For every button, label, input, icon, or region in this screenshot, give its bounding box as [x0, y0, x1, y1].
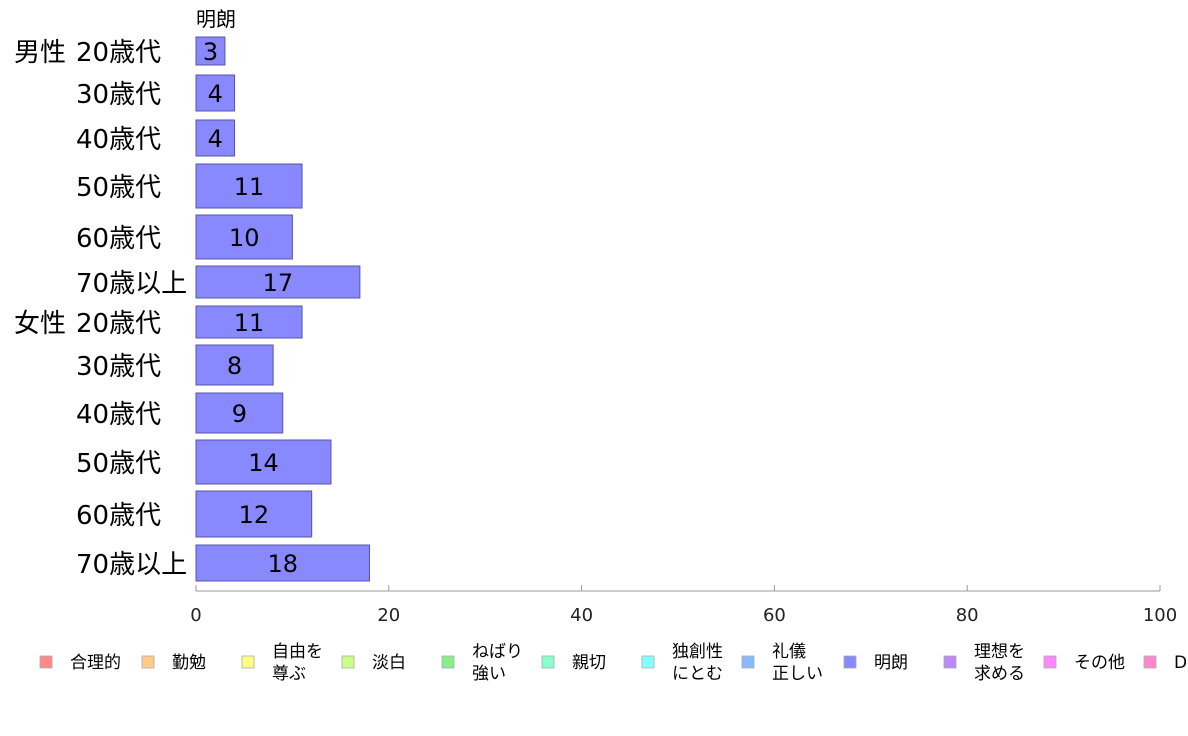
bar	[195, 392, 284, 434]
legend-swatch	[341, 655, 355, 669]
legend-swatch	[241, 655, 255, 669]
category-label: 40歳代	[76, 400, 161, 430]
legend-label: ねばり	[472, 642, 523, 662]
x-tick-label: 60	[763, 605, 786, 626]
legend-label: 理想を	[974, 642, 1025, 662]
legend-swatch	[943, 655, 957, 669]
category-label: 40歳代	[76, 125, 161, 155]
legend-swatch	[1143, 655, 1157, 669]
legend-label: 尊ぶ	[272, 664, 306, 684]
legend-label: D	[1174, 653, 1187, 673]
legend-label: 礼儀	[772, 642, 806, 662]
bar-value-label: 4	[208, 80, 223, 108]
legend-swatch	[1043, 655, 1057, 669]
legend-label: 求める	[974, 664, 1025, 684]
bar	[195, 214, 293, 260]
legend-label: 強い	[472, 664, 506, 684]
legend-swatch	[741, 655, 755, 669]
legend-label: 合理的	[70, 653, 121, 673]
legend-label: 正しい	[772, 664, 823, 684]
bar	[195, 74, 236, 112]
bar-value-label: 11	[234, 173, 265, 201]
bar-value-label: 8	[227, 352, 242, 380]
bar	[195, 305, 303, 339]
legend-swatch	[141, 655, 155, 669]
legend-label: 親切	[572, 653, 606, 673]
category-label: 60歳代	[76, 501, 161, 531]
bar-value-label: 11	[234, 309, 265, 337]
legend-label: 勤勉	[172, 653, 206, 673]
legend-swatch	[39, 655, 53, 669]
legend-label: その他	[1074, 653, 1125, 673]
legend-swatch	[541, 655, 555, 669]
x-tick-label: 20	[377, 605, 400, 626]
legend-label: 自由を	[272, 642, 323, 662]
x-tick-label: 0	[190, 605, 201, 626]
x-tick-label: 80	[956, 605, 979, 626]
category-label: 20歳代	[76, 38, 161, 68]
bars-layer: 320歳代男性430歳代440歳代1150歳代1060歳代1770歳以上1120…	[14, 36, 371, 582]
x-tick-label: 100	[1143, 605, 1177, 626]
legend-label: 明朗	[874, 653, 908, 673]
category-label: 70歳以上	[76, 269, 187, 299]
bar-value-label: 10	[229, 224, 260, 252]
legend-swatch	[641, 655, 655, 669]
bar	[195, 344, 274, 386]
category-label: 50歳代	[76, 173, 161, 203]
series-top-label: 明朗	[196, 7, 236, 31]
category-label: 20歳代	[76, 309, 161, 339]
bar-value-label: 9	[232, 400, 247, 428]
category-label: 30歳代	[76, 80, 161, 110]
bar-value-label: 17	[263, 269, 294, 297]
category-label: 50歳代	[76, 449, 161, 479]
bar-value-label: 4	[208, 125, 223, 153]
bar	[195, 265, 361, 299]
bar-value-label: 18	[267, 550, 298, 578]
category-label: 60歳代	[76, 224, 161, 254]
legend-label: にとむ	[672, 664, 723, 684]
category-label: 70歳以上	[76, 550, 187, 580]
legend-label: 独創性	[672, 642, 723, 662]
legend-label: 淡白	[372, 653, 406, 673]
group-label: 男性	[14, 38, 66, 68]
category-label: 30歳代	[76, 352, 161, 382]
bar	[195, 119, 236, 157]
bar	[195, 490, 313, 538]
legend-swatch	[441, 655, 455, 669]
bar-value-label: 3	[203, 38, 218, 66]
bar	[195, 163, 303, 209]
x-tick-label: 40	[570, 605, 593, 626]
bar	[195, 439, 332, 485]
bar-value-label: 14	[248, 449, 279, 477]
group-label: 女性	[14, 309, 66, 339]
x-axis: 0 20 40 60 80 100	[190, 585, 1177, 626]
bar	[195, 36, 226, 66]
bar-value-label: 12	[239, 501, 270, 529]
legend-swatch	[843, 655, 857, 669]
bar	[195, 544, 371, 582]
